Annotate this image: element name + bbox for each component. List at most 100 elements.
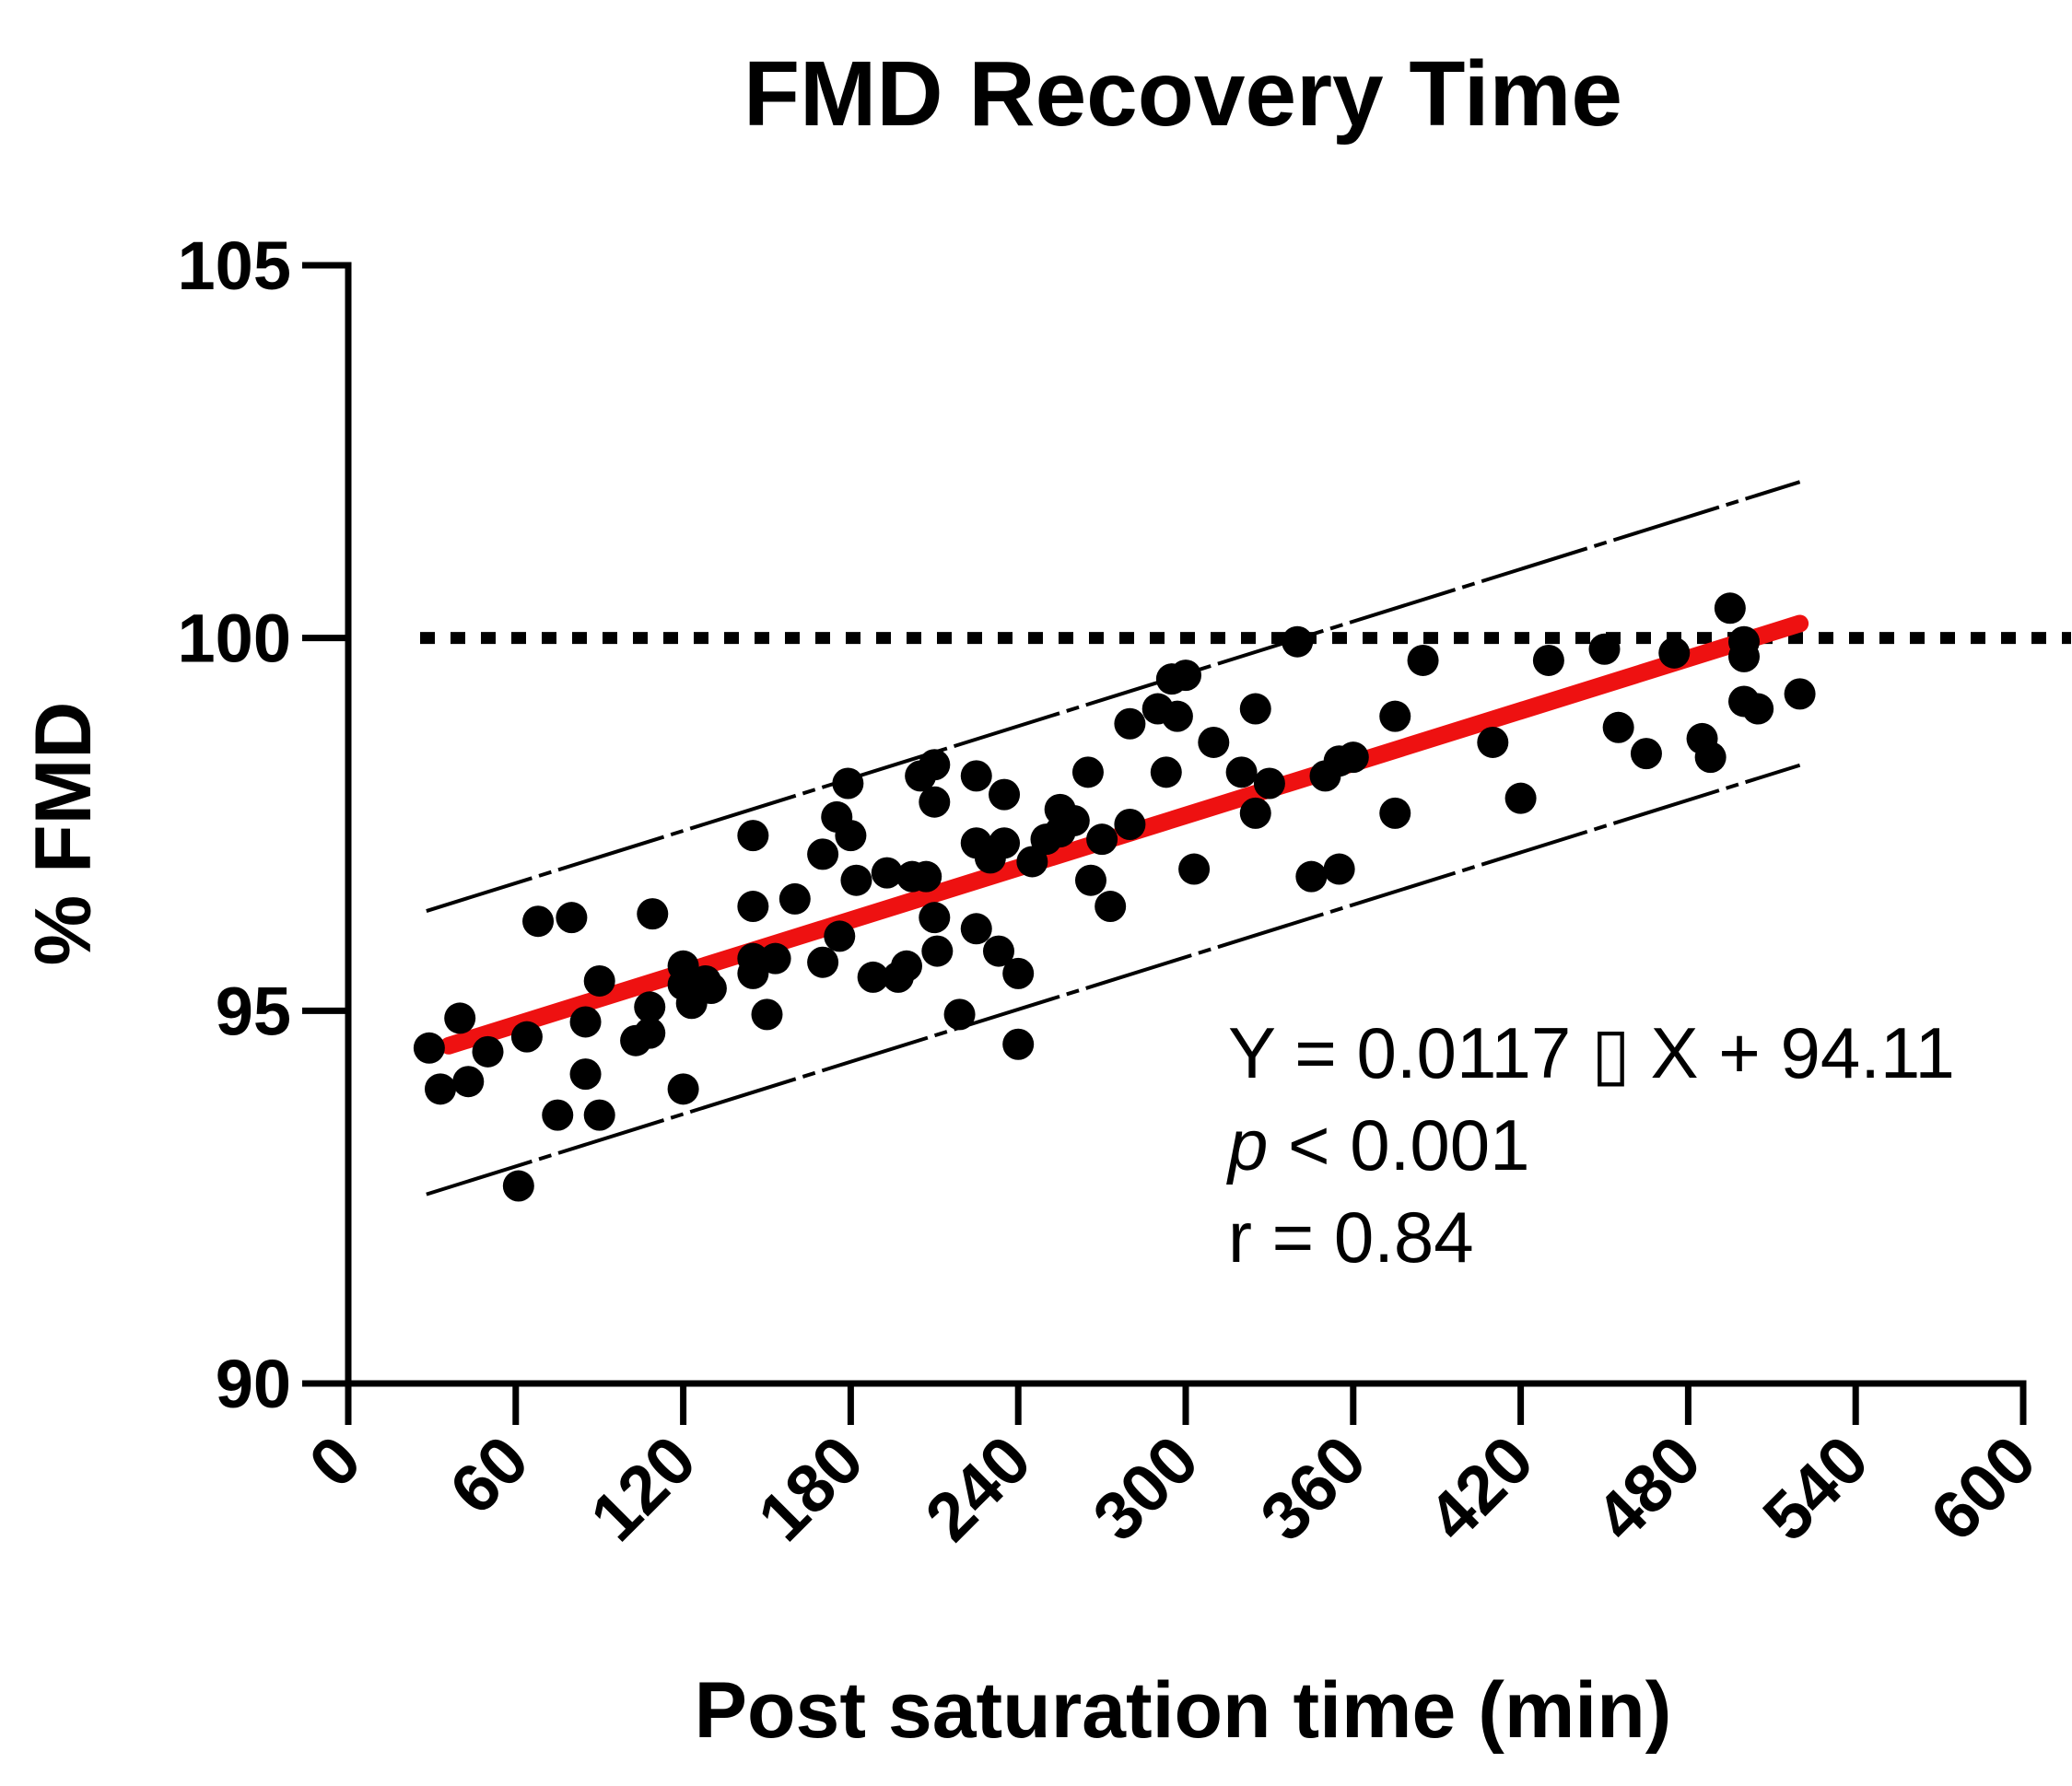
data-point	[1002, 1028, 1035, 1060]
data-point	[695, 973, 727, 1005]
x-tick-label: 360	[1246, 1421, 1380, 1556]
data-point	[1095, 891, 1127, 923]
y-axis-title: % FMD	[19, 702, 108, 966]
data-point	[1532, 644, 1564, 676]
data-point	[634, 991, 666, 1023]
data-point	[583, 1099, 615, 1131]
y-tick-label: 105	[178, 228, 291, 304]
x-tick-label: 240	[911, 1421, 1046, 1556]
data-point	[1742, 693, 1774, 725]
data-point	[1323, 853, 1355, 885]
x-axis-title: Post saturation time (min)	[695, 1666, 1672, 1755]
data-point	[1477, 726, 1509, 758]
x-tick-label: 60	[435, 1421, 543, 1529]
data-point	[1086, 823, 1118, 856]
data-point	[1504, 782, 1537, 814]
data-point	[569, 1058, 602, 1091]
x-tick-label: 0	[295, 1421, 376, 1502]
data-point	[502, 1170, 534, 1202]
data-point	[1337, 741, 1369, 774]
data-point	[832, 767, 864, 800]
r-value-text: r = 0.84	[1228, 1197, 1474, 1278]
data-point	[424, 1073, 456, 1105]
data-point	[919, 786, 951, 818]
data-point	[1253, 767, 1285, 800]
data-point	[919, 902, 951, 934]
data-point	[807, 946, 839, 978]
data-point	[667, 1073, 699, 1105]
data-point	[637, 898, 669, 930]
data-point	[472, 1035, 504, 1068]
p-value: < 0.001	[1268, 1104, 1529, 1185]
data-point	[1239, 693, 1271, 725]
data-point	[759, 942, 791, 975]
data-point	[1239, 797, 1271, 829]
data-point	[1295, 860, 1328, 893]
data-point	[871, 857, 903, 889]
data-point	[989, 778, 1021, 811]
data-point	[1058, 804, 1090, 836]
data-point	[1002, 957, 1035, 989]
data-point	[1198, 726, 1230, 758]
data-point	[569, 1006, 602, 1038]
equation-text: Y = 0.0117 ▯ X + 94.11	[1228, 1012, 1955, 1093]
data-point	[1602, 711, 1634, 743]
data-point	[1150, 756, 1182, 788]
data-point	[1114, 707, 1146, 740]
x-tick-label: 300	[1078, 1421, 1212, 1556]
data-point	[522, 905, 555, 938]
x-tick-label: 420	[1413, 1421, 1548, 1556]
data-point	[1161, 700, 1193, 732]
fit-annotation: Y = 0.0117 ▯ X + 94.11 p < 0.001 r = 0.8…	[1226, 1012, 1955, 1278]
p-value-text: p < 0.001	[1226, 1104, 1529, 1185]
y-tick-label: 100	[178, 601, 291, 677]
data-point	[943, 998, 976, 1031]
data-point	[807, 838, 839, 870]
data-point	[751, 998, 783, 1031]
data-point	[444, 1002, 476, 1034]
data-point	[840, 864, 872, 896]
data-point	[737, 820, 769, 852]
data-point	[737, 891, 769, 923]
data-point	[634, 1017, 666, 1049]
data-point	[1379, 700, 1411, 732]
data-point	[1379, 797, 1411, 829]
x-tick-label: 480	[1581, 1421, 1715, 1556]
upper-prediction-line	[426, 480, 1801, 913]
data-point	[1630, 738, 1662, 770]
data-point	[1170, 660, 1201, 692]
data-point	[982, 935, 1014, 967]
data-point	[921, 935, 954, 967]
data-point	[583, 964, 615, 997]
data-point	[1282, 625, 1314, 658]
lower-prediction-line	[426, 763, 1801, 1197]
data-point	[1588, 633, 1621, 665]
data-point	[542, 1099, 574, 1131]
data-point	[1074, 864, 1106, 896]
data-point	[1714, 592, 1746, 625]
data-point	[1784, 678, 1816, 710]
y-tick-label: 90	[216, 1346, 291, 1422]
data-point	[737, 957, 769, 989]
data-point	[452, 1066, 485, 1098]
x-tick-label: 180	[743, 1421, 878, 1556]
data-point	[919, 749, 951, 781]
data-point	[1728, 640, 1760, 672]
data-point	[824, 920, 856, 952]
data-point	[778, 882, 811, 915]
data-point	[960, 913, 992, 945]
x-tick-label: 540	[1749, 1421, 1883, 1556]
data-point	[1071, 756, 1104, 788]
data-point	[910, 860, 942, 893]
data-point	[989, 827, 1021, 859]
x-tick-label: 600	[1915, 1421, 2050, 1556]
data-point	[1694, 741, 1727, 774]
chart-title: FMD Recovery Time	[743, 42, 1622, 146]
data-point	[891, 950, 922, 982]
p-symbol: p	[1226, 1104, 1268, 1185]
data-point	[857, 961, 889, 993]
data-point	[1114, 809, 1146, 840]
data-point	[1178, 853, 1211, 885]
data-point	[1658, 636, 1691, 669]
